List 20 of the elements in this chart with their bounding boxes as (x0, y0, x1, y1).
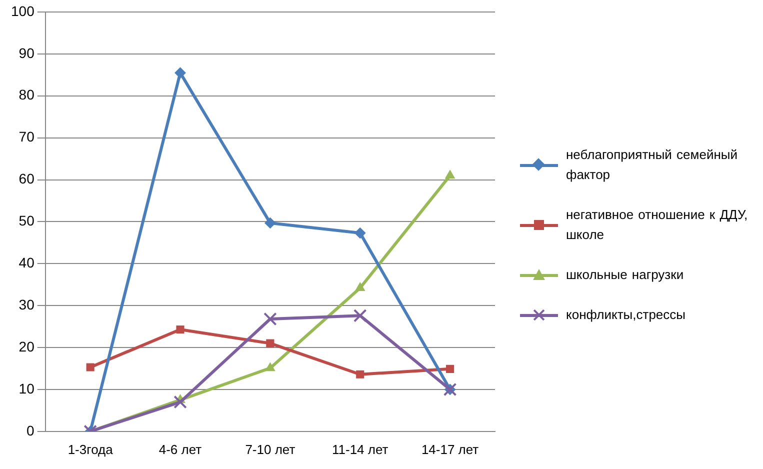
y-tick-label: 40 (18, 254, 35, 270)
y-tick-label: 70 (18, 128, 35, 145)
y-tick-label: 90 (18, 44, 35, 61)
y-tick-label: 20 (18, 338, 35, 354)
legend-label: негативное отношение к ДДУ, школе (566, 206, 749, 244)
legend-label: конфликты,стрессы (566, 306, 687, 324)
legend-label: неблагоприятный семейный фактор (566, 146, 738, 184)
y-tick-label: 0 (26, 422, 35, 438)
y-tick-label: 10 (18, 380, 35, 396)
y-tick-label: 50 (18, 212, 35, 229)
y-tick-label: 60 (18, 170, 35, 187)
x-tick-label: 11-14 лет (332, 442, 388, 457)
y-tick-label: 80 (18, 86, 35, 103)
x-tick-label: 4-6 лет (158, 442, 202, 457)
x-tick-label: 7-10 лет (245, 442, 296, 457)
x-tick-label: 1-3года (68, 442, 114, 457)
legend-label: школьные нагрузки (566, 266, 685, 284)
x-tick-label: 14-17 лет (421, 442, 479, 457)
y-tick-label: 100 (11, 2, 35, 19)
y-tick-label: 30 (18, 296, 35, 312)
